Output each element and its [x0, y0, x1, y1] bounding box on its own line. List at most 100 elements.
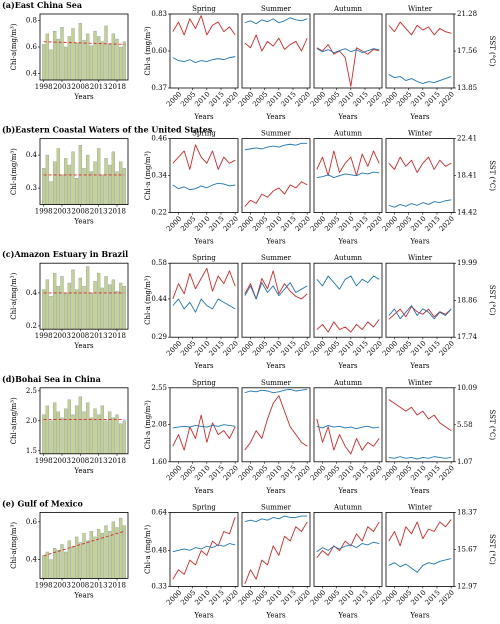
trend-line [43, 41, 125, 45]
y2-axis-label: SST (°C) [488, 36, 496, 67]
bar [111, 417, 116, 454]
bar [96, 36, 101, 81]
series-line [388, 305, 452, 320]
x-tick-label: 2000 [165, 339, 183, 357]
bar [104, 525, 108, 579]
bar [71, 28, 75, 81]
series-line [388, 519, 452, 547]
bar [89, 292, 94, 330]
plot-frame [39, 262, 129, 330]
panel-title: Spring [192, 254, 216, 262]
bar [63, 551, 68, 579]
x-axis-label: Years [409, 362, 430, 370]
x-tick-label: 2015 [208, 589, 226, 607]
y-tick-label: 0.29 [151, 333, 167, 341]
y2-axis-label: SST (°C) [488, 409, 496, 440]
y-axis-label: Chl-a(mg/m³) [10, 23, 18, 70]
panel-title: Autumn [333, 254, 363, 262]
x-tick-label: 2005 [395, 215, 413, 233]
y-axis-label: Chl-a(mg/m³) [10, 272, 18, 319]
panel-frame [241, 512, 311, 587]
x-tick-label: 2015 [208, 90, 226, 108]
y2-tick-label: 21.28 [457, 10, 477, 18]
bar [118, 282, 123, 330]
x-tick-label: 2010 [193, 589, 211, 607]
x-tick-label: 2008 [71, 457, 89, 465]
x-tick-label: 2015 [352, 90, 370, 108]
bar [107, 44, 112, 81]
x-tick-label: 2005 [179, 464, 197, 482]
x-tick-label: 2003 [53, 83, 71, 91]
bar [104, 158, 108, 205]
x-tick-label: 2010 [265, 464, 283, 482]
x-tick-label: 2005 [251, 464, 269, 482]
bar [115, 414, 119, 454]
y2-tick-label: 10.09 [457, 384, 477, 392]
bar [45, 405, 49, 454]
series-line [172, 414, 236, 451]
series-line [388, 74, 452, 84]
y-tick-label: 0.4 [26, 289, 38, 297]
x-tick-label: 2010 [193, 90, 211, 108]
panel-frame [241, 138, 311, 214]
x-tick-label: 2005 [323, 215, 341, 233]
x-tick-label: 2005 [323, 339, 341, 357]
bar [93, 536, 97, 579]
bar [67, 540, 72, 579]
x-tick-label: 2008 [71, 581, 89, 589]
bar [56, 549, 60, 579]
y2-tick-label: 13.85 [457, 84, 477, 92]
bar [100, 41, 105, 81]
x-tick-label: 2020 [366, 589, 384, 607]
bar [49, 559, 53, 579]
x-tick-label: 2015 [424, 339, 442, 357]
series-line [244, 388, 308, 394]
bar [67, 399, 72, 454]
panel-frame [241, 262, 311, 338]
y-axis-label: Chl-a(mg/m³) [10, 148, 18, 195]
x-tick-label: 2010 [337, 464, 355, 482]
bar [67, 164, 72, 205]
bar [89, 45, 94, 81]
y-axis-label: Chl-a (mg/m³) [144, 26, 152, 76]
y-axis-label: Chl-a (mg/m³) [144, 275, 152, 325]
x-tick-label: 2020 [294, 90, 312, 108]
x-tick-label: 2000 [165, 90, 183, 108]
x-tick-label: 2000 [237, 90, 255, 108]
series-line [172, 267, 236, 300]
bar [85, 540, 90, 579]
x-tick-label: 1998 [35, 457, 53, 465]
x-axis-label: Years [193, 487, 214, 495]
bar [111, 151, 116, 205]
series-line [244, 181, 308, 207]
bar [107, 284, 112, 330]
x-axis-label: Years [73, 93, 94, 101]
x-tick-label: 2005 [323, 464, 341, 482]
bar [100, 532, 105, 579]
panel-frame [169, 262, 239, 338]
bar [85, 402, 90, 454]
x-axis-label: Years [265, 362, 286, 370]
y-tick-label: 0.33 [151, 582, 167, 590]
x-tick-label: 2018 [108, 83, 126, 91]
x-axis-label: Years [337, 487, 358, 495]
x-tick-label: 2003 [53, 581, 71, 589]
x-tick-label: 2000 [165, 215, 183, 233]
x-tick-label: 2005 [323, 90, 341, 108]
y-tick-label: 0.58 [151, 259, 167, 267]
panel-title: Autumn [333, 5, 363, 13]
bar [85, 33, 90, 81]
bar [53, 272, 57, 330]
bar [56, 38, 60, 81]
panel-title: Summer [261, 379, 292, 387]
x-tick-label: 2020 [294, 215, 312, 233]
x-tick-label: 2020 [222, 215, 240, 233]
bar [89, 171, 94, 205]
bar [63, 292, 68, 330]
panel-title: Summer [261, 503, 292, 511]
x-tick-label: 2015 [424, 589, 442, 607]
bar [111, 279, 116, 330]
x-tick-label: 2008 [71, 208, 89, 216]
x-axis-label: Years [337, 611, 358, 619]
series-line [244, 282, 308, 300]
